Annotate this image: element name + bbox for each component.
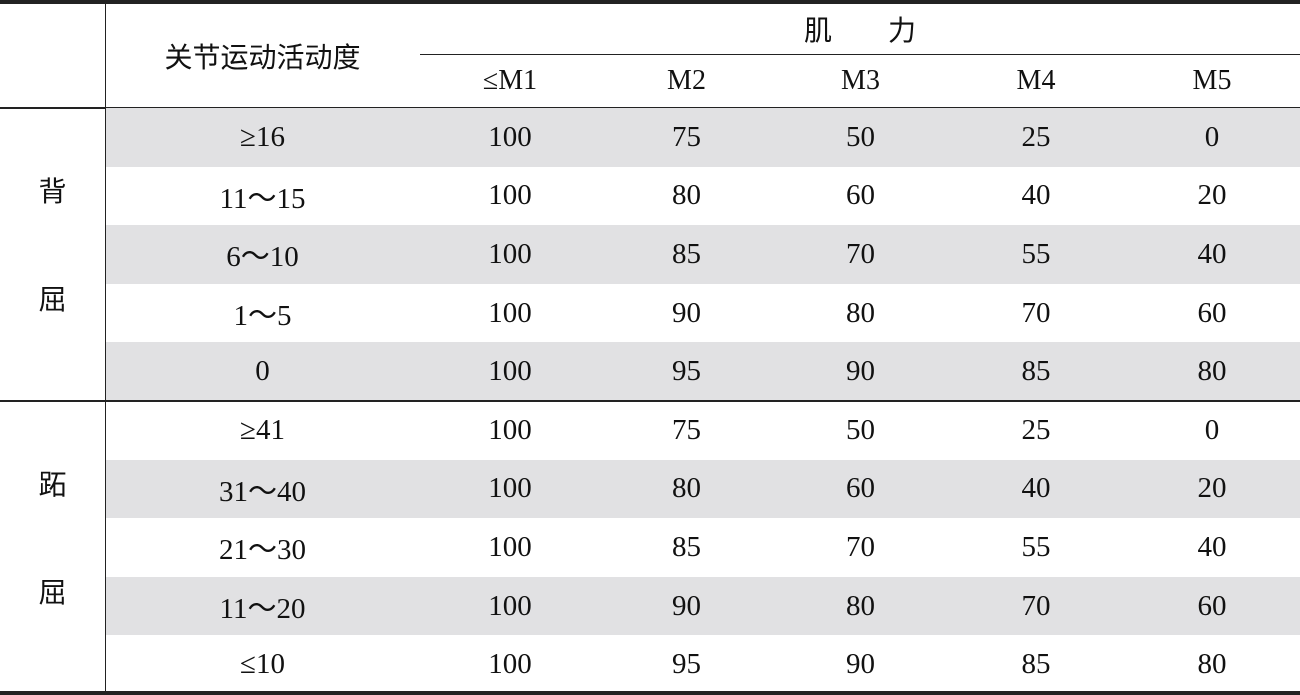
value-cell: 70 — [1021, 296, 1051, 329]
value-cell: 95 — [672, 355, 701, 388]
range-cell: 31～40 — [218, 475, 306, 508]
group-rule — [0, 400, 1300, 402]
value-cell: 100 — [488, 355, 532, 388]
value-cell: 60 — [846, 472, 875, 505]
value-cell: 80 — [846, 296, 875, 329]
value-cell: 100 — [488, 179, 532, 212]
value-cell: 0 — [1204, 120, 1220, 153]
value-cell: 100 — [488, 472, 532, 505]
range-cell: 11～20 — [219, 593, 306, 626]
range-cell: ≥16 — [240, 120, 285, 153]
value-cell: 60 — [846, 179, 875, 212]
value-cell: 100 — [488, 589, 532, 622]
row-stripe — [105, 108, 1300, 167]
value-cell: 80 — [846, 589, 875, 622]
value-cell: 95 — [672, 648, 701, 681]
value-cell: 85 — [1021, 648, 1051, 681]
value-cell: 50 — [846, 120, 875, 153]
value-cell: 25 — [1021, 120, 1051, 153]
group-label: 屈 — [38, 578, 67, 610]
value-cell: 55 — [1021, 237, 1051, 270]
value-cell: 100 — [488, 648, 532, 681]
range-cell: 21～30 — [218, 534, 306, 567]
column-header: M2 — [667, 65, 706, 96]
range-cell: 6～10 — [226, 241, 299, 274]
value-cell: 40 — [1021, 179, 1051, 212]
value-cell: 85 — [1021, 355, 1051, 388]
value-cell: 40 — [1021, 472, 1051, 505]
left-column-rule — [105, 4, 106, 692]
range-cell: ≤10 — [240, 648, 285, 681]
value-cell: 85 — [672, 530, 701, 563]
value-cell: 100 — [488, 237, 532, 270]
value-cell: 25 — [1021, 413, 1051, 446]
value-cell: 80 — [672, 472, 701, 505]
value-cell: 80 — [1197, 648, 1227, 681]
column-header: M5 — [1192, 65, 1232, 96]
range-cell: 0 — [255, 355, 270, 388]
row-stripe — [105, 576, 1300, 636]
value-cell: 20 — [1197, 179, 1227, 212]
value-cell: 50 — [846, 413, 875, 446]
group-label: 背 — [38, 177, 67, 209]
top-rule — [0, 0, 1300, 4]
value-cell: 40 — [1197, 237, 1227, 270]
value-cell: 60 — [1197, 296, 1227, 329]
value-cell: 70 — [846, 530, 875, 563]
row-stripe — [105, 342, 1300, 401]
value-cell: 70 — [1021, 589, 1051, 622]
value-cell: 85 — [672, 237, 701, 270]
strength-underline — [420, 54, 1300, 55]
value-cell: 100 — [488, 530, 532, 563]
value-cell: 90 — [672, 296, 701, 329]
group-label: 跖 — [38, 470, 67, 502]
range-cell: 1～5 — [233, 300, 292, 333]
strength-header: 肌 力 — [803, 16, 916, 47]
value-cell: 90 — [846, 355, 875, 388]
bottom-rule — [0, 691, 1300, 695]
column-header: M3 — [841, 65, 880, 96]
rom-header: 关节运动活动度 — [164, 42, 361, 74]
range-cell: 11～15 — [219, 182, 306, 215]
value-cell: 90 — [672, 589, 701, 622]
value-cell: 60 — [1197, 589, 1227, 622]
value-cell: 70 — [846, 237, 875, 270]
range-cell: ≥41 — [240, 413, 285, 446]
value-cell: 80 — [672, 179, 701, 212]
group-label: 屈 — [38, 285, 67, 317]
value-cell: 100 — [488, 296, 532, 329]
value-cell: 75 — [672, 413, 701, 446]
header-rule — [0, 107, 1300, 109]
value-cell: 0 — [1204, 413, 1220, 446]
value-cell: 90 — [846, 648, 875, 681]
value-cell: 20 — [1197, 472, 1227, 505]
column-header: ≤M1 — [482, 65, 538, 96]
row-stripe — [105, 225, 1300, 284]
value-cell: 55 — [1021, 530, 1051, 563]
value-cell: 100 — [488, 120, 532, 153]
value-cell: 40 — [1197, 530, 1227, 563]
value-cell: 75 — [672, 120, 701, 153]
value-cell: 80 — [1197, 355, 1227, 388]
row-stripe — [105, 459, 1300, 519]
column-header: M4 — [1016, 65, 1056, 96]
value-cell: 100 — [488, 413, 532, 446]
